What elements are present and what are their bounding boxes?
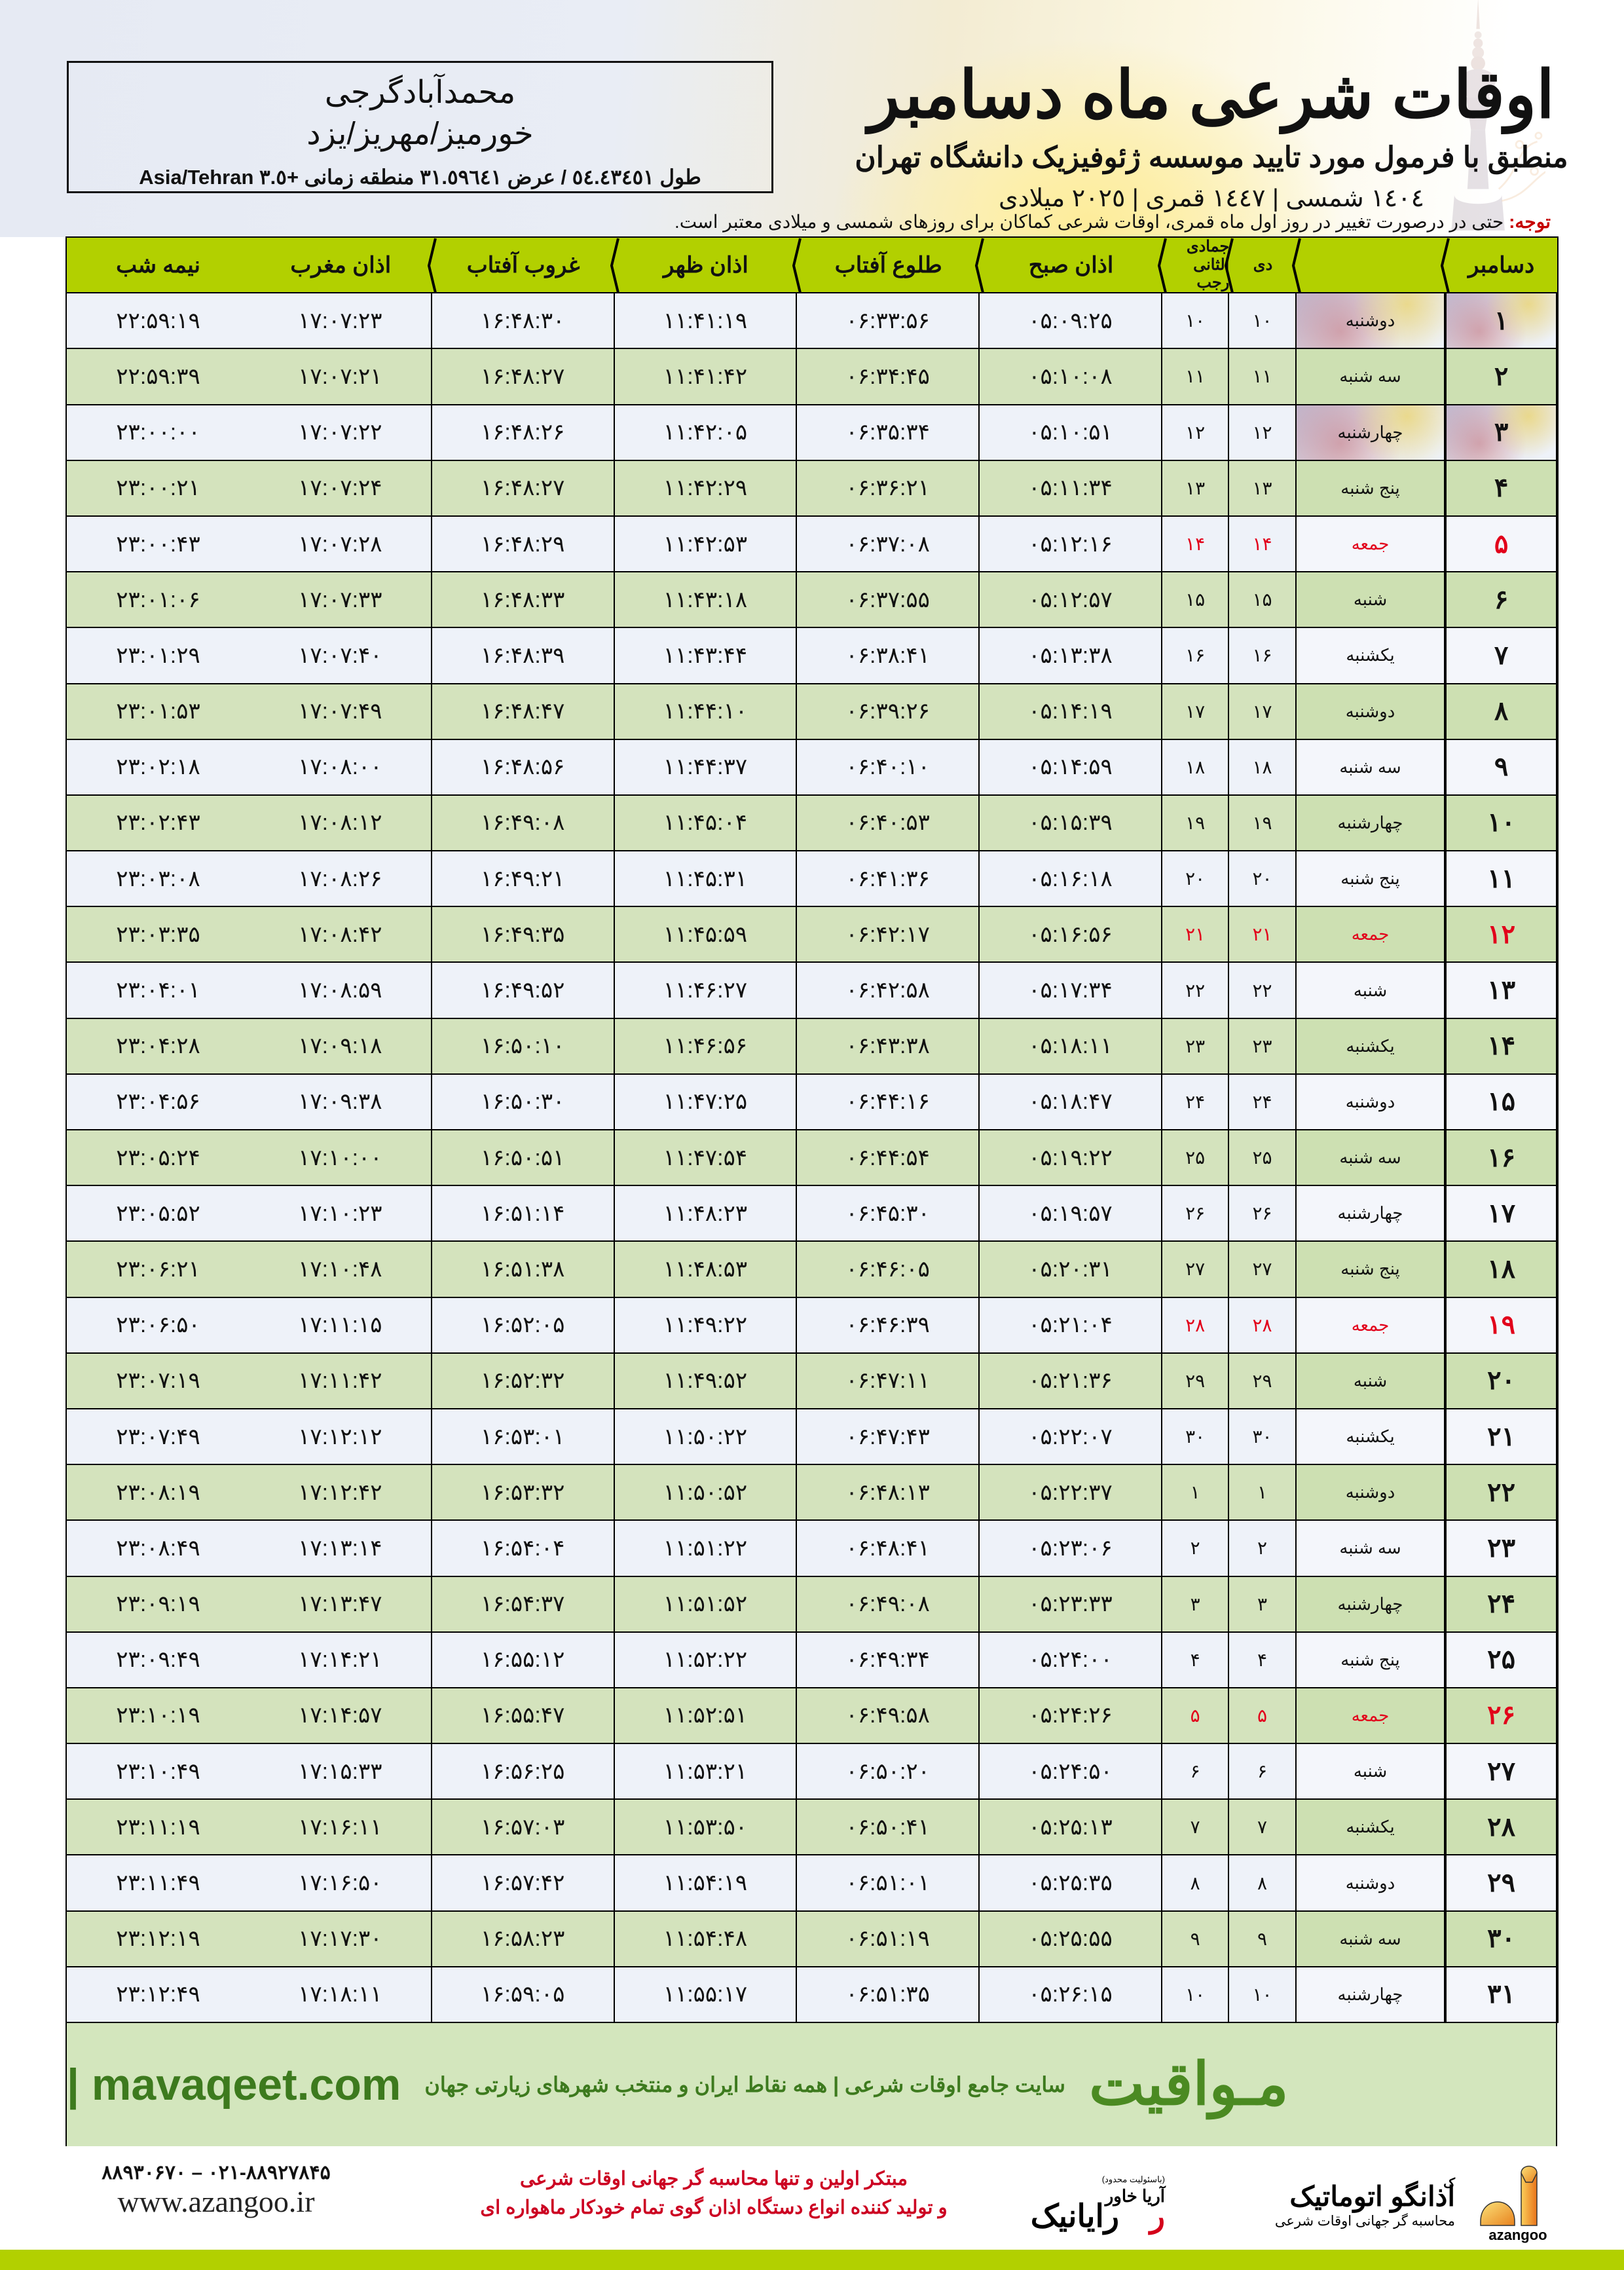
svg-text:محاسبه گر جهانی اوقات شرعی: محاسبه گر جهانی اوقات شرعی — [1275, 2213, 1455, 2229]
svg-text:azangoo: azangoo — [1488, 2227, 1547, 2243]
svg-text:(باسئولیت محدود): (باسئولیت محدود) — [1102, 2174, 1165, 2185]
svg-text:رایانیک: رایانیک — [1031, 2199, 1119, 2235]
svg-text:اذانگو اتوماتیک: اذانگو اتوماتیک — [1289, 2180, 1455, 2213]
svg-text:ر: ر — [1148, 2199, 1165, 2235]
